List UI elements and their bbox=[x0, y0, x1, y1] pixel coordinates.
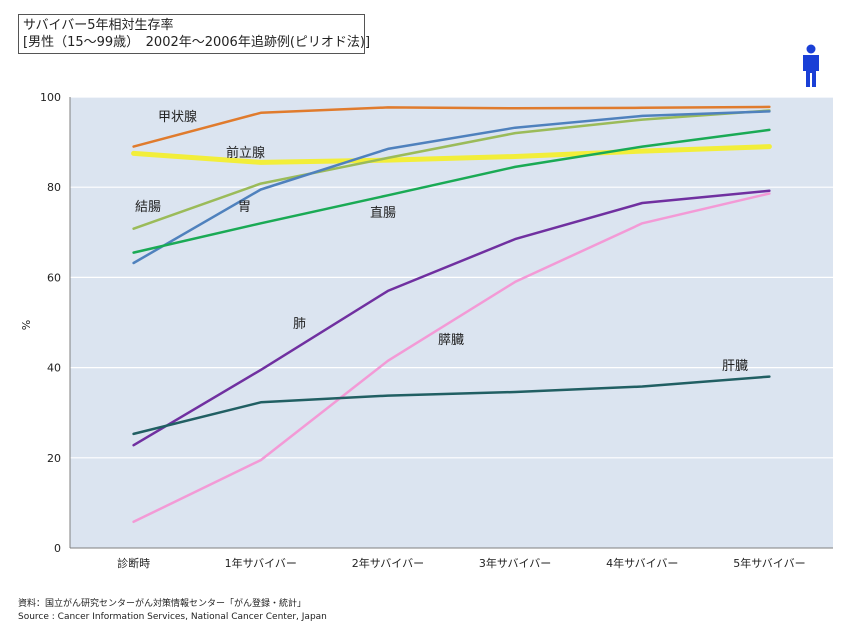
chart-subtitle: [男性（15～99歳） 2002年～2006年追跡例(ピリオド法)] bbox=[23, 35, 371, 50]
gridlines bbox=[70, 96, 833, 459]
series-label: 肺 bbox=[293, 317, 306, 332]
series-label: 結腸 bbox=[135, 200, 161, 215]
y-tick-label: 100 bbox=[40, 91, 61, 104]
series-line bbox=[132, 192, 771, 524]
x-tick-label: 3年サバイバー bbox=[479, 556, 551, 570]
y-tick-labels: 0 20 40 60 80 100 bbox=[40, 91, 61, 555]
series-line bbox=[132, 128, 771, 254]
x-tick-label: 2年サバイバー bbox=[352, 556, 424, 570]
series-line bbox=[132, 375, 771, 436]
x-tick-labels: 診断時 1年サバイバー 2年サバイバー 3年サバイバー 4年サバイバー 5年サバイバー bbox=[117, 556, 806, 570]
series-label: 膵臓 bbox=[438, 333, 464, 348]
chart-title: サバイバー5年相対生存率 bbox=[23, 18, 174, 33]
series-label: 前立腺 bbox=[226, 145, 265, 161]
series-line bbox=[132, 105, 771, 148]
x-tick-label: 5年サバイバー bbox=[733, 556, 805, 570]
series-line bbox=[131, 144, 772, 165]
x-tick-label: 診断時 bbox=[117, 556, 150, 570]
series-label: 胃 bbox=[238, 200, 251, 215]
source-line-en: Source : Cancer Information Services, Na… bbox=[18, 612, 327, 622]
y-tick-label: 40 bbox=[47, 362, 61, 375]
series-line bbox=[132, 189, 771, 447]
series-lines bbox=[131, 105, 772, 524]
source-note: 資料：国立がん研究センターがん対策情報センター「がん登録・統計」 Source … bbox=[18, 598, 327, 624]
x-tick-label: 4年サバイバー bbox=[606, 556, 678, 570]
y-tick-label: 0 bbox=[54, 542, 61, 555]
series-label: 甲状腺 bbox=[158, 110, 197, 125]
x-tick-label: 1年サバイバー bbox=[225, 556, 297, 570]
series-label: 直腸 bbox=[370, 206, 396, 221]
y-tick-label: 80 bbox=[47, 181, 61, 194]
male-person-icon bbox=[803, 44, 819, 87]
series-line bbox=[132, 110, 771, 265]
series-line bbox=[132, 109, 771, 230]
chart-title-box: サバイバー5年相対生存率 [男性（15～99歳） 2002年～2006年追跡例(… bbox=[18, 14, 371, 54]
y-tick-label: 20 bbox=[47, 452, 61, 465]
y-axis-label: % bbox=[20, 320, 33, 330]
series-label: 肝臓 bbox=[722, 359, 748, 374]
source-line-ja: 資料：国立がん研究センターがん対策情報センター「がん登録・統計」 bbox=[18, 599, 307, 609]
y-tick-label: 60 bbox=[47, 271, 61, 284]
